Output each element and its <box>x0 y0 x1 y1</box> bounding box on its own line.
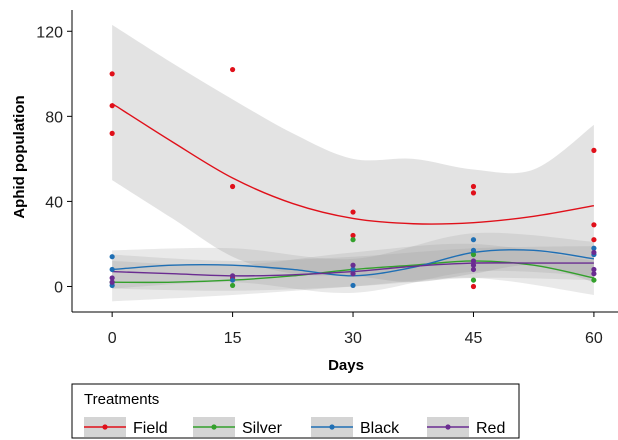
legend-label-red: Red <box>476 420 505 437</box>
red-data-point <box>591 249 597 256</box>
red-data-point <box>350 271 356 277</box>
field-data-point <box>229 66 236 73</box>
field-data-point <box>591 222 597 228</box>
legend-key-point <box>211 424 217 430</box>
field-data-point <box>109 130 115 136</box>
field-data-point <box>591 237 597 243</box>
black-data-point <box>470 237 477 243</box>
silver-data-point <box>470 277 477 283</box>
x-tick-label: 30 <box>344 330 362 347</box>
legend-item-field: Field <box>84 417 168 437</box>
legend: Treatments Field Silver Black Red <box>71 383 520 439</box>
black-data-point <box>109 254 115 260</box>
red-data-point <box>350 262 356 268</box>
y-tick-label: 80 <box>45 109 63 126</box>
data-points <box>109 66 597 290</box>
field-trend-line <box>111 102 595 225</box>
red-data-point <box>591 266 597 273</box>
x-tick-label: 0 <box>108 330 117 347</box>
y-tick-label: 120 <box>36 24 63 41</box>
legend-item-red: Red <box>427 417 505 437</box>
field-confidence-band <box>112 24 594 283</box>
field-data-point <box>109 103 115 109</box>
y-tick-label: 0 <box>54 279 63 296</box>
red-data-point <box>109 275 115 281</box>
y-tick-label: 40 <box>45 194 63 211</box>
legend-items: Field Silver Black Red <box>84 417 505 437</box>
x-tick-label: 60 <box>585 330 603 347</box>
black-data-point <box>350 282 356 289</box>
legend-title: Treatments <box>84 391 159 408</box>
field-data-point <box>229 183 236 190</box>
legend-label-field: Field <box>133 420 168 437</box>
red-data-point <box>470 262 477 268</box>
legend-label-silver: Silver <box>242 420 283 437</box>
field-data-point <box>350 209 356 215</box>
black-data-point <box>591 245 597 251</box>
field-data-point <box>470 183 477 190</box>
field-data-point <box>109 71 115 77</box>
silver-data-point <box>350 237 356 243</box>
red-data-point <box>470 258 477 264</box>
black-data-point <box>350 266 356 273</box>
red-data-point <box>109 279 115 285</box>
field-data-point <box>350 232 356 239</box>
field-data-point <box>591 147 597 153</box>
legend-key-point <box>329 424 335 430</box>
confidence-bands <box>112 24 594 302</box>
silver-data-point <box>591 277 597 283</box>
x-tick-label: 15 <box>224 330 242 347</box>
x-tick-label: 45 <box>465 330 483 347</box>
red-data-point <box>229 273 236 279</box>
silver-data-point <box>470 251 477 258</box>
red-data-point <box>591 271 597 277</box>
legend-key-point <box>102 424 108 430</box>
legend-key-point <box>445 424 451 430</box>
legend-item-black: Black <box>311 417 400 437</box>
legend-label-black: Black <box>360 420 400 437</box>
y-axis-title: Aphid population <box>11 95 28 218</box>
x-axis-title: Days <box>328 357 364 374</box>
legend-item-silver: Silver <box>193 417 283 437</box>
black-data-point <box>470 247 477 253</box>
silver-data-point <box>229 282 236 289</box>
red-data-point <box>470 266 477 273</box>
axes: 0 40 80 120 0 15 30 45 60 <box>36 10 618 347</box>
black-data-point <box>229 277 236 283</box>
black-data-point <box>109 266 115 273</box>
field-data-point <box>470 283 477 290</box>
field-data-point <box>470 190 477 196</box>
